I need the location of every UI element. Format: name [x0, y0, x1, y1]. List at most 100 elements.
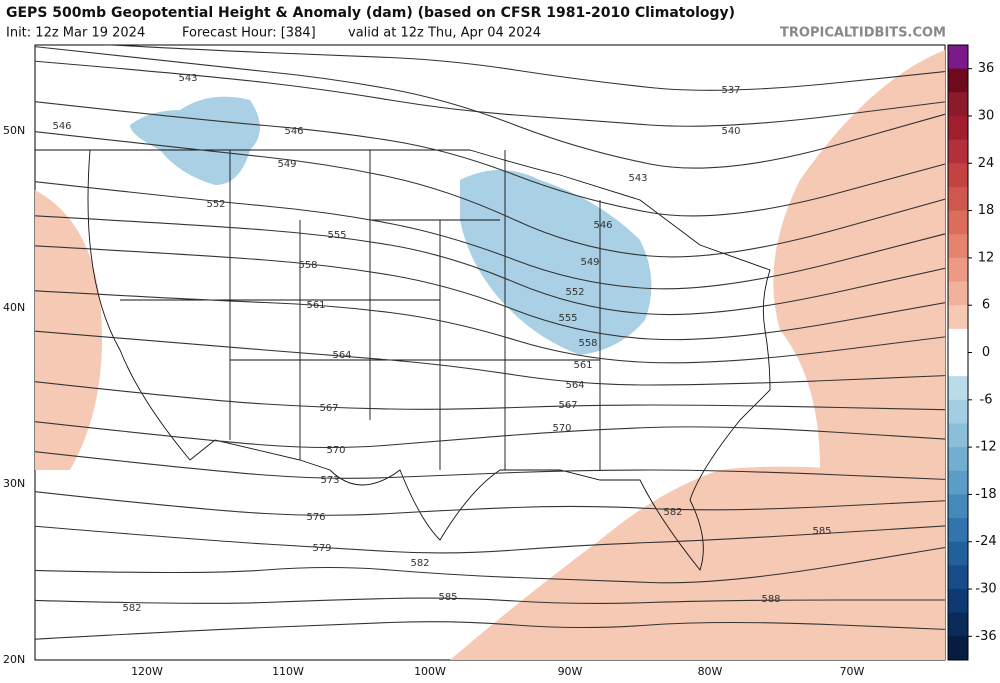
contour-line: [35, 131, 945, 258]
colorbar-segment: [948, 423, 968, 448]
longitude-label: 110W: [272, 665, 304, 678]
contour-label: 552: [206, 199, 225, 210]
colorbar-label: 12: [978, 250, 995, 265]
init: Init: 12z Mar 19 2024: [6, 26, 145, 41]
contour-line: [35, 60, 945, 127]
contour-line: [35, 597, 945, 605]
contour-line: [35, 330, 945, 386]
contour-label: 543: [628, 173, 647, 184]
colorbar-segment: [948, 92, 968, 117]
contour-label: 549: [580, 257, 599, 268]
latitude-label: 30N: [3, 477, 25, 490]
colorbar-label: 18: [978, 203, 995, 218]
colorbar-segment: [948, 470, 968, 495]
contour-line: [35, 491, 945, 516]
contour-label: 573: [320, 475, 339, 486]
contour-label: 558: [298, 260, 317, 271]
coastline: [35, 149, 771, 571]
colorbar-segment: [948, 399, 968, 424]
colorbar: 36 30 24 18 12 6 0 -6 -12 -18 -24 -30 -36: [947, 44, 997, 661]
contour-label: 543: [178, 73, 197, 84]
contour-label: 537: [721, 85, 740, 96]
colorbar-label: -18: [975, 487, 996, 502]
contour-line: [35, 101, 945, 217]
latitude-label: 50N: [3, 124, 25, 137]
warm-anomaly: [773, 50, 945, 493]
colorbar-segment: [948, 186, 968, 212]
contour-label: 552: [565, 287, 584, 298]
forecast-hour: Forecast Hour: [384]: [182, 26, 316, 41]
longitude-label: 100W: [414, 665, 446, 678]
contour-label: 561: [306, 300, 325, 311]
colorbar-label: 36: [978, 61, 995, 76]
contour-label: 549: [277, 159, 296, 170]
contour-line: [35, 451, 945, 480]
valid-time: valid at 12z Thu, Apr 04 2024: [348, 26, 541, 41]
contour-label: 564: [565, 380, 584, 391]
longitude-label: 90W: [558, 665, 583, 678]
colorbar-segment: [948, 163, 968, 188]
state-borders: [120, 150, 601, 470]
contour-line: [35, 421, 945, 449]
contour-label: 579: [312, 543, 331, 554]
contour-label: 555: [327, 230, 346, 241]
colorbar-label: 30: [978, 108, 995, 123]
colorbar-label: -36: [975, 629, 996, 644]
contour-label: 558: [578, 338, 597, 349]
warm-anomaly: [450, 466, 945, 660]
contour-line: [35, 290, 945, 364]
contour-label: 570: [552, 423, 571, 434]
latitude-label: 20N: [3, 653, 25, 666]
source: TROPICALTIDBITS.COM: [780, 26, 946, 41]
contour-label: 546: [593, 220, 612, 231]
longitude-label: 80W: [698, 665, 723, 678]
longitude-label: 120W: [131, 665, 163, 678]
contour-line: [101, 45, 945, 91]
colorbar-segment: [948, 210, 968, 235]
colorbar-label: 0: [982, 345, 990, 360]
colorbar-segment: [948, 589, 968, 614]
colorbar-segment: [948, 376, 968, 401]
contour-line: [35, 381, 945, 411]
colorbar-label: -24: [975, 534, 996, 549]
contour-line: [35, 621, 945, 640]
cold-anomaly: [130, 96, 260, 185]
contour-label: 585: [812, 526, 831, 537]
map: 543 546 546 549 552 555 558 561 564 567 …: [34, 44, 946, 661]
colorbar-segment: [948, 352, 968, 377]
contour-label: 585: [438, 592, 457, 603]
colorbar-label: 6: [982, 298, 990, 313]
contour-label: 576: [306, 512, 325, 523]
contour-label: 582: [122, 603, 141, 614]
colorbar-segment: [948, 305, 968, 330]
contour-label: 567: [319, 403, 338, 414]
colorbar-label: -30: [975, 582, 996, 597]
contour-line: [35, 215, 945, 316]
colorbar-segment: [948, 494, 968, 519]
contour-line: [35, 525, 945, 554]
colorbar-segment: [948, 636, 968, 661]
colorbar-segment: [948, 565, 968, 590]
contour-label: 546: [52, 121, 71, 132]
colorbar-label: -12: [975, 440, 996, 455]
colorbar-segment: [948, 139, 968, 164]
contour-label: 570: [326, 445, 345, 456]
contour-label: 567: [558, 400, 577, 411]
contour-label: 564: [332, 350, 351, 361]
contour-label: 588: [761, 594, 780, 605]
contour-label: 582: [663, 507, 682, 518]
colorbar-segment: [948, 234, 968, 259]
colorbar-segment: [948, 68, 968, 93]
contour-line: [35, 181, 945, 290]
colorbar-segment: [948, 45, 968, 70]
colorbar-label: 24: [978, 156, 995, 171]
colorbar-segment: [948, 115, 968, 141]
contour-label: 546: [284, 126, 303, 137]
colorbar-segment: [948, 328, 968, 353]
colorbar-segment: [948, 257, 968, 283]
latitude-label: 40N: [3, 301, 25, 314]
contour-label: 582: [410, 558, 429, 569]
contour-label: 540: [721, 126, 740, 137]
colorbar-segment: [948, 612, 968, 637]
